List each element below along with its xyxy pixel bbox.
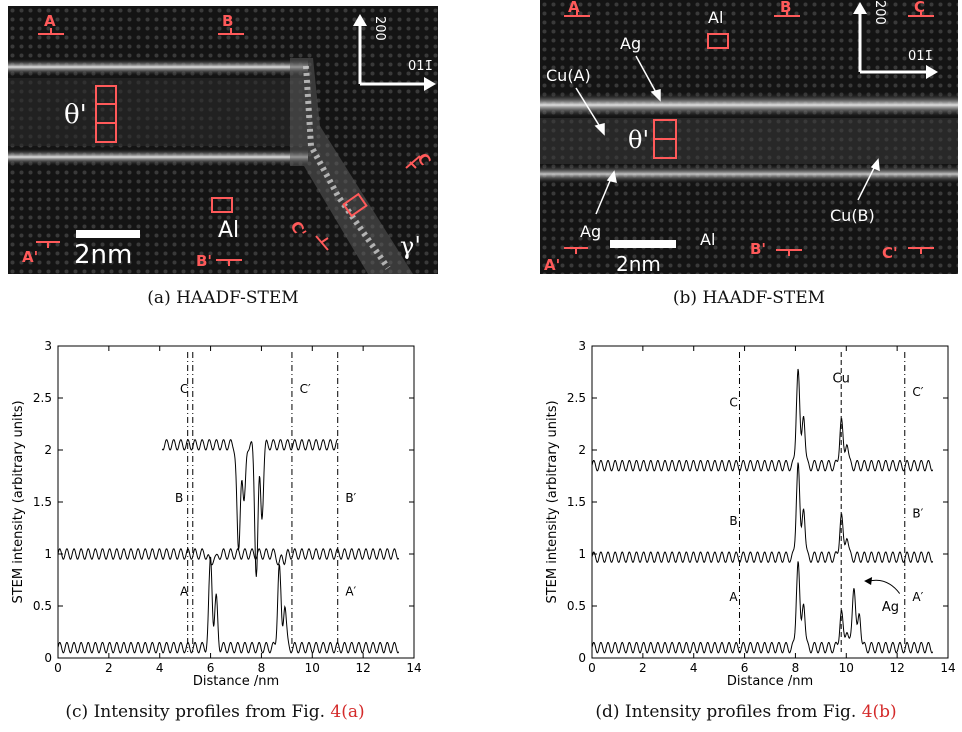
- y-tick-label: 1.5: [33, 495, 52, 509]
- marker-c-prime-b: C': [882, 244, 898, 262]
- x-tick-label: 8: [258, 661, 266, 675]
- marker-a-prime-b: A': [544, 256, 561, 274]
- ag-label-bottom: Ag: [580, 222, 602, 241]
- series-line-c: [591, 368, 934, 472]
- series-label-b-prime: B′: [912, 507, 923, 521]
- x-tick-label: 2: [105, 661, 113, 675]
- y-tick-label: 0.5: [33, 599, 52, 613]
- cu-b-label: Cu(B): [830, 206, 875, 225]
- series-line-c: [161, 439, 338, 577]
- scale-bar: [76, 230, 140, 238]
- x-tick-label: 10: [305, 661, 320, 675]
- y-tick-label: 2: [578, 443, 586, 457]
- ag-annotation-label: Ag: [882, 600, 899, 615]
- marker-a: A: [44, 12, 56, 30]
- x-tick-label: 4: [690, 661, 698, 675]
- marker-b-prime: B': [196, 252, 213, 270]
- marker-c-b: C: [914, 0, 926, 16]
- direction-011-label-b: 011̄: [908, 49, 933, 64]
- y-tick-label: 0: [44, 651, 52, 665]
- al-label-bottom: Al: [700, 230, 716, 249]
- y-tick-label: 1.5: [567, 495, 586, 509]
- y-axis-label: STEM intensity (arbitrary units): [11, 400, 26, 603]
- ag-annotation-arrow: [869, 579, 901, 594]
- x-tick-label: 8: [792, 661, 800, 675]
- al-label-top: Al: [708, 8, 724, 27]
- marker-a-prime: A': [22, 248, 39, 266]
- series-label-a-prime: A′: [345, 585, 356, 599]
- intensity-profile-chart-a: 0 2 4 6 8 10 12 14 0 0.5 1 1.5 2 2.5 3 Distance /nm STEM…: [11, 339, 422, 689]
- intensity-profile-chart-b: 0 2 4 6 8 10 12 14 0 0.5 1 1.5 2 2.5 3 Distance /nm STEM…: [545, 339, 956, 689]
- y-tick-label: 0.5: [567, 599, 586, 613]
- x-tick-label: 14: [406, 661, 421, 675]
- y-tick-label: 2.5: [567, 391, 586, 405]
- series-line-b: [591, 462, 934, 563]
- gamma-prime-label: γ': [400, 232, 421, 260]
- haadf-stem-image-b: 200 011̄ A B C A' B' C' Al Ag Cu(A) θ' C…: [540, 0, 958, 274]
- x-axis-label: Distance /nm: [727, 674, 813, 689]
- scale-bar-label-b: 2nm: [616, 252, 661, 274]
- cu-a-label: Cu(A): [546, 66, 591, 85]
- y-tick-label: 1: [44, 547, 52, 561]
- x-tick-label: 10: [839, 661, 854, 675]
- y-tick-label: 3: [578, 339, 586, 353]
- series-label-b: B: [175, 491, 183, 505]
- scale-bar-label: 2nm: [74, 240, 133, 270]
- series-label-a: A: [180, 585, 189, 599]
- series-label-a-prime: A′: [912, 590, 923, 604]
- marker-b: B: [222, 12, 234, 30]
- haadf-stem-image-a: 200 011̄ A B C A' B' C' θ' γ' Al 2nm: [8, 6, 438, 274]
- caption-a: (a) HAADF-STEM: [147, 288, 299, 308]
- cu-reference-label: Cu: [833, 371, 850, 386]
- plot-frame: [57, 345, 415, 659]
- theta-prime-label-b: θ': [628, 126, 650, 154]
- series-label-c: C: [729, 395, 737, 409]
- x-tick-label: 0: [54, 661, 62, 675]
- y-tick-label: 2: [44, 443, 52, 457]
- caption-d: (d) Intensity profiles from Fig. 4(b): [595, 702, 897, 722]
- series-label-a: A: [729, 590, 738, 604]
- series-label-b-prime: B′: [345, 491, 356, 505]
- x-tick-label: 4: [156, 661, 164, 675]
- marker-a-b: A: [568, 0, 580, 16]
- series-label-c: C: [180, 382, 188, 396]
- ag-annotation-arrowhead: [864, 577, 873, 586]
- y-axis-label: STEM intensity (arbitrary units): [545, 400, 560, 603]
- figure-ref-4a[interactable]: 4(a): [330, 702, 365, 722]
- series-label-c-prime: C′: [912, 385, 923, 399]
- series-line-a: [591, 561, 934, 654]
- y-tick-label: 3: [44, 339, 52, 353]
- direction-011-label: 011̄: [408, 59, 433, 74]
- x-tick-label: 12: [356, 661, 371, 675]
- x-tick-label: 0: [588, 661, 596, 675]
- figure-ref-4b[interactable]: 4(b): [861, 702, 897, 722]
- x-axis-label: Distance /nm: [193, 674, 279, 689]
- x-tick-label: 6: [741, 661, 749, 675]
- series-line-a: [57, 556, 400, 654]
- y-tick-label: 0: [578, 651, 586, 665]
- series-line-b: [57, 548, 400, 566]
- marker-b-b: B: [780, 0, 792, 16]
- marker-ticks-b: [564, 10, 934, 256]
- y-tick-label: 2.5: [33, 391, 52, 405]
- x-tick-label: 6: [207, 661, 215, 675]
- scale-bar-b: [610, 240, 676, 248]
- caption-c: (c) Intensity profiles from Fig. 4(a): [65, 702, 365, 722]
- y-tick-label: 1: [578, 547, 586, 561]
- ag-label-top: Ag: [620, 34, 642, 53]
- x-tick-label: 12: [890, 661, 905, 675]
- al-matrix-label: Al: [218, 218, 240, 243]
- x-tick-label: 2: [639, 661, 647, 675]
- marker-ticks-a: [36, 28, 421, 266]
- theta-prime-label: θ': [64, 100, 87, 130]
- x-tick-label: 14: [940, 661, 955, 675]
- series-label-b: B: [729, 514, 737, 528]
- series-label-c-prime: C′: [300, 382, 311, 396]
- marker-b-prime-b: B': [750, 240, 767, 258]
- caption-b: (b) HAADF-STEM: [672, 288, 826, 308]
